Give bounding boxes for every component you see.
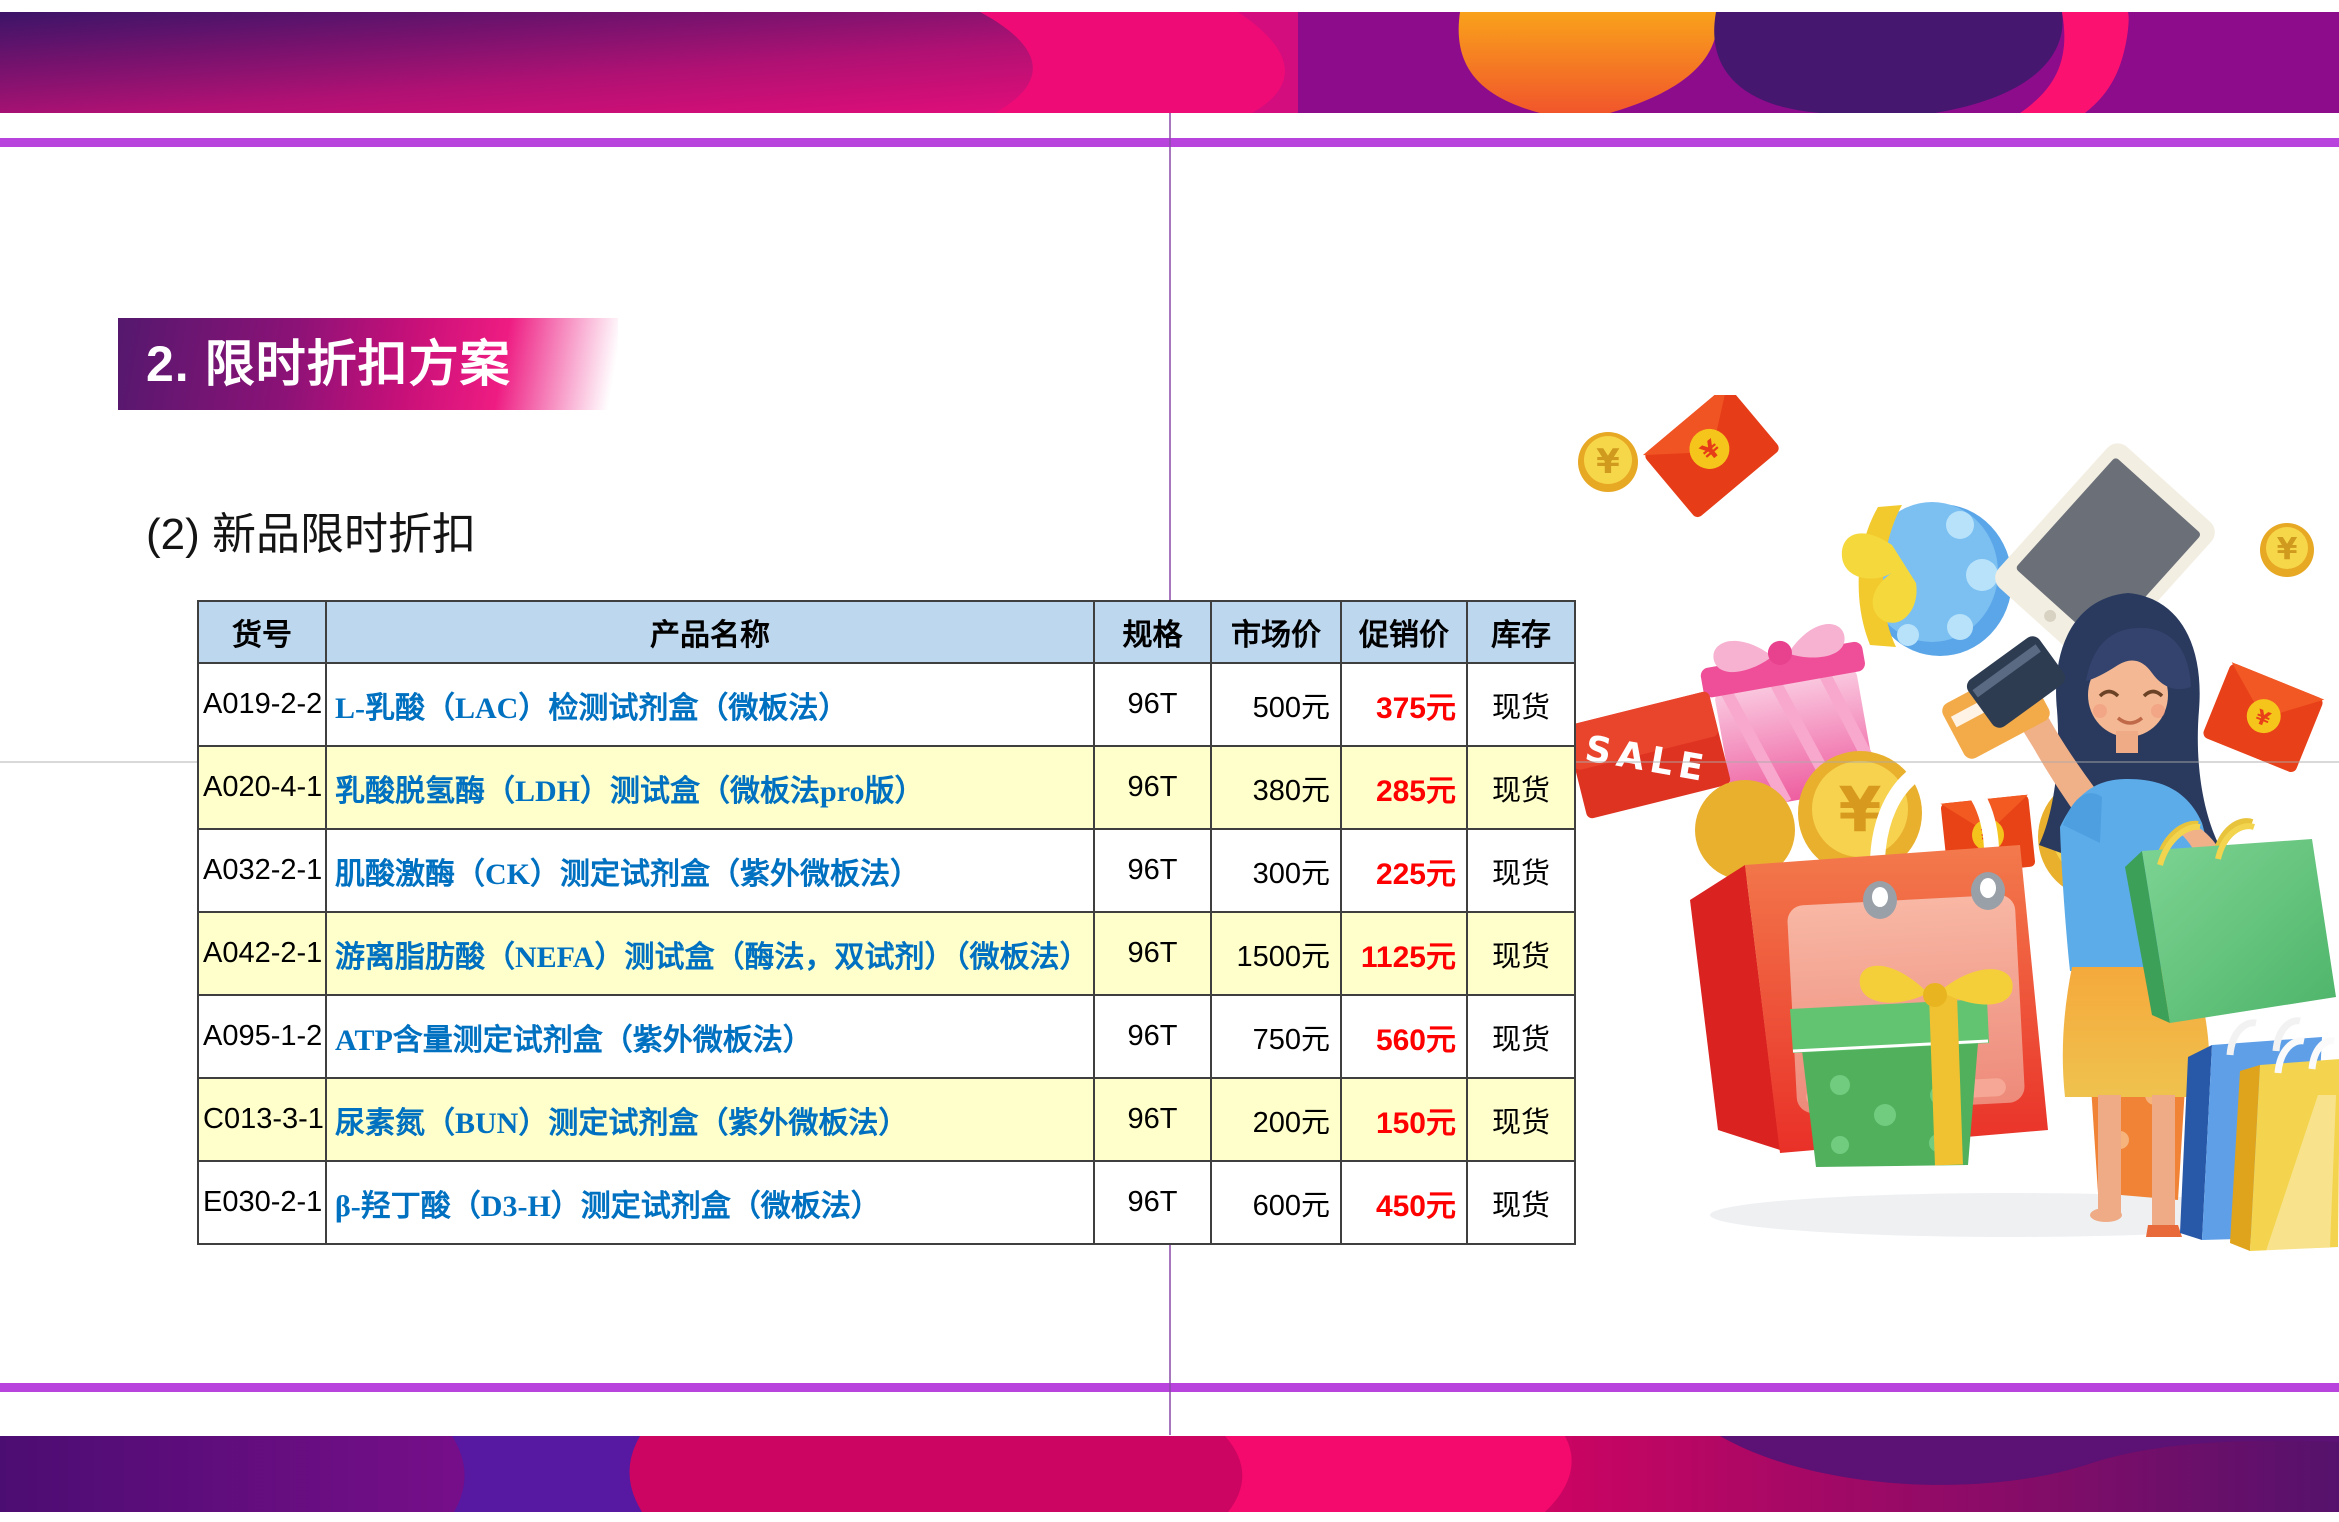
spec-cell: 96T <box>1093 745 1212 830</box>
promo-price-cell: 225元 <box>1340 828 1468 913</box>
promo-price-cell: 560元 <box>1340 994 1468 1079</box>
green-gift-icon <box>1790 965 2013 1167</box>
stock-cell: 现货 <box>1466 662 1576 747</box>
stock-cell: 现货 <box>1466 1077 1576 1162</box>
discount-table: 货号 产品名称 规格 市场价 促销价 库存 A019-2-2 L-乳酸（LAC）… <box>197 600 1576 1245</box>
sku-cell: A020-4-1 <box>197 745 327 830</box>
product-name-cell: 肌酸激酶（CK）测定试剂盒（紫外微板法） <box>325 828 1095 913</box>
spec-cell: 96T <box>1093 994 1212 1079</box>
product-name-cell: 乳酸脱氢酶（LDH）测试盒（微板法pro版） <box>325 745 1095 830</box>
section-title: 2. 限时折扣方案 <box>118 318 618 410</box>
sku-cell: A019-2-2 <box>197 662 327 747</box>
table-row: C013-3-1 尿素氮（BUN）测定试剂盒（紫外微板法） 96T 200元 1… <box>197 1077 1576 1162</box>
stock-cell: 现货 <box>1466 828 1576 913</box>
spec-cell: 96T <box>1093 662 1212 747</box>
market-price-cell: 1500元 <box>1210 911 1342 996</box>
svg-text:¥: ¥ <box>1596 442 1620 482</box>
market-price-cell: 750元 <box>1210 994 1342 1079</box>
stock-cell: 现货 <box>1466 994 1576 1079</box>
promo-price-cell: 150元 <box>1340 1077 1468 1162</box>
table-row: A020-4-1 乳酸脱氢酶（LDH）测试盒（微板法pro版） 96T 380元… <box>197 745 1576 830</box>
header-sku: 货号 <box>197 600 327 664</box>
product-name-cell: ATP含量测定试剂盒（紫外微板法） <box>325 994 1095 1079</box>
header-market-price: 市场价 <box>1210 600 1342 664</box>
table-row: E030-2-1 β-羟丁酸（D3-H）测定试剂盒（微板法） 96T 600元 … <box>197 1160 1576 1245</box>
spec-cell: 96T <box>1093 828 1212 913</box>
table-header-row: 货号 产品名称 规格 市场价 促销价 库存 <box>197 600 1576 664</box>
tablet-icon <box>1995 443 2215 667</box>
stock-cell: 现货 <box>1466 911 1576 996</box>
red-envelope-icon: ¥ <box>2203 662 2325 773</box>
market-price-cell: 200元 <box>1210 1077 1342 1162</box>
market-price-cell: 500元 <box>1210 662 1342 747</box>
promo-price-cell: 285元 <box>1340 745 1468 830</box>
promo-price-cell: 1125元 <box>1340 911 1468 996</box>
product-name-cell: L-乳酸（LAC）检测试剂盒（微板法） <box>325 662 1095 747</box>
gold-coin-icon: ¥ <box>2260 523 2314 577</box>
yellow-shopping-bag-icon <box>2230 1037 2339 1251</box>
market-price-cell: 600元 <box>1210 1160 1342 1245</box>
red-envelope-icon: ¥ <box>1642 395 1779 518</box>
spec-cell: 96T <box>1093 911 1212 996</box>
shopping-illustration: ¥ ¥ ¥ ¥ <box>1565 395 2339 1251</box>
sku-cell: E030-2-1 <box>197 1160 327 1245</box>
table-row: A042-2-1 游离脂肪酸（NEFA）测试盒（酶法，双试剂）（微板法） 96T… <box>197 911 1576 996</box>
sku-cell: A095-1-2 <box>197 994 327 1079</box>
sku-cell: C013-3-1 <box>197 1077 327 1162</box>
market-price-cell: 300元 <box>1210 828 1342 913</box>
top-banner-decoration <box>0 12 2339 113</box>
promo-price-cell: 450元 <box>1340 1160 1468 1245</box>
header-promo-price: 促销价 <box>1340 600 1468 664</box>
blue-gift-icon <box>1841 502 2012 656</box>
sku-cell: A032-2-1 <box>197 828 327 913</box>
spec-cell: 96T <box>1093 1160 1212 1245</box>
header-stock: 库存 <box>1466 600 1576 664</box>
stock-cell: 现货 <box>1466 745 1576 830</box>
slide-subtitle: (2) 新品限时折扣 <box>146 510 476 559</box>
spec-cell: 96T <box>1093 1077 1212 1162</box>
table-row: A032-2-1 肌酸激酶（CK）测定试剂盒（紫外微板法） 96T 300元 2… <box>197 828 1576 913</box>
credit-cards-icon <box>1942 636 2066 759</box>
product-name-cell: β-羟丁酸（D3-H）测定试剂盒（微板法） <box>325 1160 1095 1245</box>
bottom-banner-decoration <box>0 1436 2339 1512</box>
sale-tag-icon: SALE <box>1565 691 1731 819</box>
svg-text:¥: ¥ <box>2277 532 2298 567</box>
product-name-cell: 游离脂肪酸（NEFA）测试盒（酶法，双试剂）（微板法） <box>325 911 1095 996</box>
stock-cell: 现货 <box>1466 1160 1576 1245</box>
table-row: A019-2-2 L-乳酸（LAC）检测试剂盒（微板法） 96T 500元 37… <box>197 662 1576 747</box>
table-row: A095-1-2 ATP含量测定试剂盒（紫外微板法） 96T 750元 560元… <box>197 994 1576 1079</box>
product-name-cell: 尿素氮（BUN）测定试剂盒（紫外微板法） <box>325 1077 1095 1162</box>
promo-price-cell: 375元 <box>1340 662 1468 747</box>
header-product-name: 产品名称 <box>325 600 1095 664</box>
gold-coin-icon: ¥ <box>1578 432 1638 492</box>
green-shopping-bag-icon <box>2125 818 2336 1023</box>
market-price-cell: 380元 <box>1210 745 1342 830</box>
header-spec: 规格 <box>1093 600 1212 664</box>
sku-cell: A042-2-1 <box>197 911 327 996</box>
